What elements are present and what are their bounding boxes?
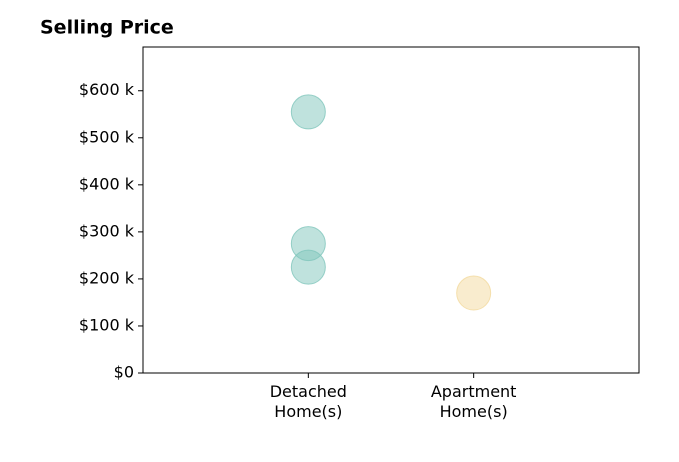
x-tick-label: Detached Home(s) [269, 382, 347, 421]
y-tick-label: $200 k [79, 268, 135, 287]
chart-title: Selling Price [40, 17, 174, 39]
y-tick-label: $300 k [79, 221, 135, 240]
point [290, 249, 326, 285]
y-tick-label: $500 k [79, 127, 135, 146]
y-tick-label: $600 k [79, 80, 135, 99]
y-tick-label: $400 k [79, 174, 135, 193]
y-tick-label: $0 [114, 363, 134, 382]
point [290, 94, 326, 130]
point [456, 275, 492, 311]
x-tick-label: Apartment Home(s) [430, 382, 517, 421]
y-tick-label: $100 k [79, 315, 135, 334]
plot-frame [142, 46, 640, 374]
